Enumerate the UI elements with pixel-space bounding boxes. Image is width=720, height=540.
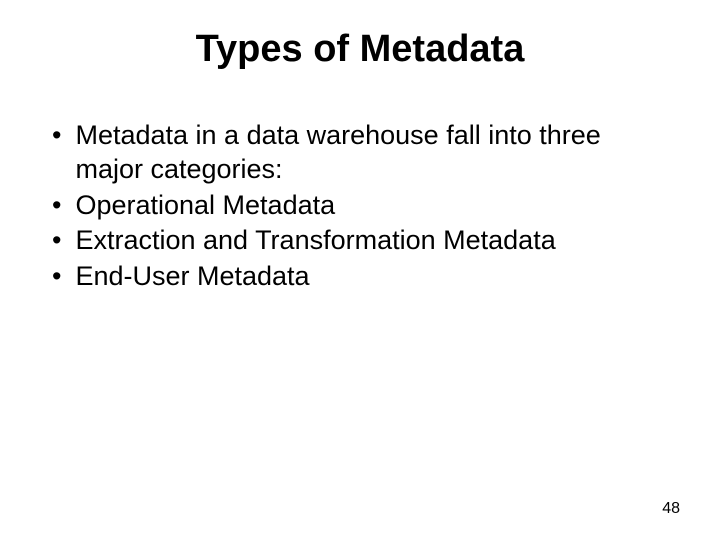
bullet-item: • Metadata in a data warehouse fall into… [52,119,660,187]
bullet-marker-icon: • [52,224,61,258]
slide-container: Types of Metadata • Metadata in a data w… [0,0,720,540]
bullet-marker-icon: • [52,119,61,153]
bullet-item: • End-User Metadata [52,260,660,294]
bullet-text: End-User Metadata [75,260,660,294]
bullet-text: Extraction and Transformation Metadata [75,224,660,258]
bullet-marker-icon: • [52,189,61,223]
slide-title: Types of Metadata [40,28,680,71]
bullet-marker-icon: • [52,260,61,294]
bullet-text: Metadata in a data warehouse fall into t… [75,119,660,187]
bullet-item: • Extraction and Transformation Metadata [52,224,660,258]
slide-content: • Metadata in a data warehouse fall into… [40,119,680,294]
page-number: 48 [662,500,680,518]
bullet-text: Operational Metadata [75,189,660,223]
bullet-item: • Operational Metadata [52,189,660,223]
